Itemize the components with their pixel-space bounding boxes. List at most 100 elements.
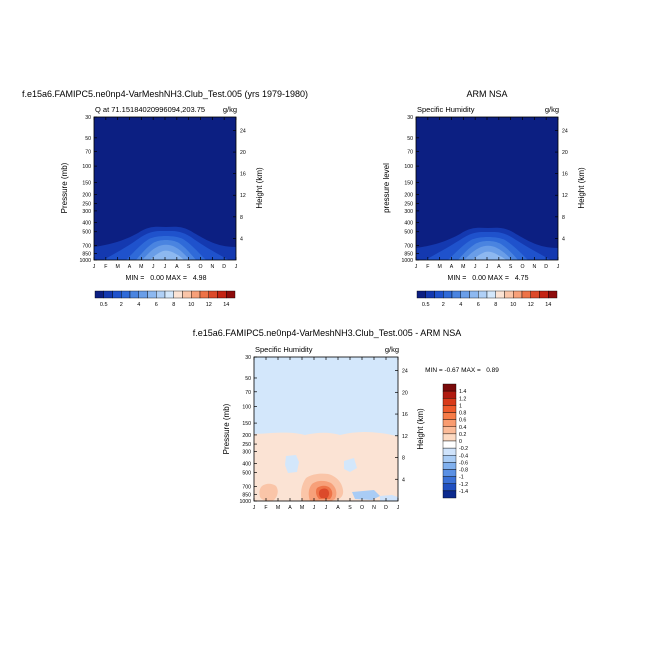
colorbar-label: -1.2	[459, 482, 468, 488]
colorbar-swatch	[138, 290, 148, 299]
colorbar-swatch	[442, 440, 457, 449]
contour-level-positive-weak	[338, 476, 374, 494]
pressure-tick-label: 100	[242, 404, 251, 410]
pressure-tick-label: 300	[242, 450, 251, 456]
colorbar-swatch	[486, 290, 496, 299]
height-tick-label: 12	[402, 434, 408, 440]
month-tick-label: S	[187, 264, 191, 270]
month-tick-label: A	[288, 505, 292, 511]
pressure-tick-label: 700	[242, 484, 251, 490]
pressure-tick-label: 30	[245, 355, 251, 361]
colorbar-label: 0.2	[459, 432, 466, 438]
min-max-stats: MIN = 0.00 MAX = 4.98	[126, 275, 207, 282]
colorbar-swatch	[442, 398, 457, 406]
colorbar-label: 4	[137, 302, 140, 308]
y-axis-label-left: pressure level	[382, 163, 391, 213]
panel-title: f.e15a6.FAMIPC5.ne0np4-VarMeshNH3.Club_T…	[193, 328, 461, 338]
pressure-tick-label: 250	[242, 442, 251, 448]
colorbar-swatch	[460, 290, 470, 299]
height-ticks: 4 8 12 16 20 24	[395, 369, 408, 483]
contour-level-negative-patch	[344, 458, 357, 472]
colorbar-label: -0.8	[459, 468, 468, 474]
pressure-tick-label: 300	[82, 209, 91, 215]
pressure-tick-label: 250	[404, 201, 413, 207]
month-tick-label: A	[128, 264, 132, 270]
y-axis-label-left: Pressure (mb)	[222, 403, 231, 454]
panel-title: f.e15a6.FAMIPC5.ne0np4-VarMeshNH3.Club_T…	[22, 89, 308, 99]
colorbar-swatch	[147, 290, 157, 299]
pressure-tick-label: 200	[242, 433, 251, 439]
contour-field	[254, 357, 398, 501]
pressure-tick-label: 500	[82, 230, 91, 236]
contour-level-negative-weak	[380, 495, 398, 501]
pressure-tick-label: 1000	[79, 258, 91, 264]
colorbar-swatch	[539, 290, 549, 299]
pressure-tick-label: 850	[242, 492, 251, 498]
colorbar-swatch	[442, 419, 457, 427]
height-tick-label: 24	[240, 128, 246, 134]
colorbar-swatch	[442, 433, 457, 442]
colorbar-label: 12	[528, 302, 534, 308]
month-tick-label: F	[264, 505, 267, 511]
colorbar-label: 1	[459, 403, 462, 409]
colorbar-swatch	[548, 290, 558, 299]
month-tick-label: A	[497, 264, 501, 270]
month-tick-label: J	[164, 264, 167, 270]
colorbar-swatch	[442, 469, 457, 477]
colorbar-swatch	[442, 447, 457, 456]
pressure-tick-label: 1000	[401, 258, 413, 264]
pressure-tick-label: 100	[404, 164, 413, 170]
height-tick-label: 24	[562, 128, 568, 134]
panel-left-label: Specific Humidity	[417, 105, 475, 114]
colorbar-label: 1.4	[459, 389, 466, 395]
colorbar-swatch	[103, 290, 113, 299]
height-tick-label: 12	[562, 193, 568, 199]
colorbar-swatch	[478, 290, 488, 299]
y-axis-label-right: Height (km)	[416, 408, 425, 450]
colorbar-label: -0.6	[459, 460, 468, 466]
colorbar-label: 14	[545, 302, 551, 308]
pressure-tick-label: 50	[85, 136, 91, 142]
colorbar-label: -1	[459, 475, 464, 481]
colorbar-swatch	[442, 412, 457, 420]
month-tick-label: M	[300, 505, 304, 511]
month-tick-label: J	[253, 505, 256, 511]
pressure-tick-label: 70	[245, 390, 251, 396]
pressure-tick-label: 50	[407, 136, 413, 142]
pressure-tick-label: 30	[407, 115, 413, 121]
colorbar-swatch	[442, 476, 457, 484]
colorbar: 1.41.210.80.60.40.20-0.2-0.4-0.6-0.8-1-1…	[442, 383, 468, 499]
month-tick-label: D	[544, 264, 548, 270]
pressure-tick-label: 400	[404, 221, 413, 227]
month-tick-label: M	[276, 505, 280, 511]
month-tick-label: S	[348, 505, 352, 511]
colorbar-label: 0.5	[100, 302, 108, 308]
colorbar-label: 0.4	[459, 425, 466, 431]
colorbar-swatch	[513, 290, 523, 299]
colorbar: 0.5 2 4 6 8 10 12 14	[94, 290, 236, 308]
month-tick-label: F	[104, 264, 107, 270]
panel-units-label: g/kg	[385, 345, 399, 354]
height-tick-label: 24	[402, 369, 408, 375]
colorbar-label: 2	[442, 302, 445, 308]
contour-level-negative-0.2	[352, 490, 380, 500]
month-tick-label: N	[532, 264, 536, 270]
colorbar-swatch	[226, 290, 236, 299]
height-tick-label: 8	[402, 456, 405, 462]
pressure-tick-label: 30	[85, 115, 91, 121]
month-tick-label: J	[325, 505, 328, 511]
colorbar-swatch	[94, 290, 104, 299]
panel-left-label: Specific Humidity	[255, 345, 313, 354]
colorbar-swatch	[504, 290, 514, 299]
colorbar-swatch	[182, 290, 192, 299]
pressure-tick-label: 500	[242, 471, 251, 477]
colorbar-swatch	[442, 390, 457, 399]
panel-units-label: g/kg	[223, 105, 237, 114]
height-tick-label: 16	[402, 412, 408, 418]
colorbar-swatch	[208, 290, 218, 299]
month-tick-label: J	[486, 264, 489, 270]
y-axis-label-right: Height (km)	[255, 167, 264, 209]
colorbar-swatch	[442, 405, 457, 413]
